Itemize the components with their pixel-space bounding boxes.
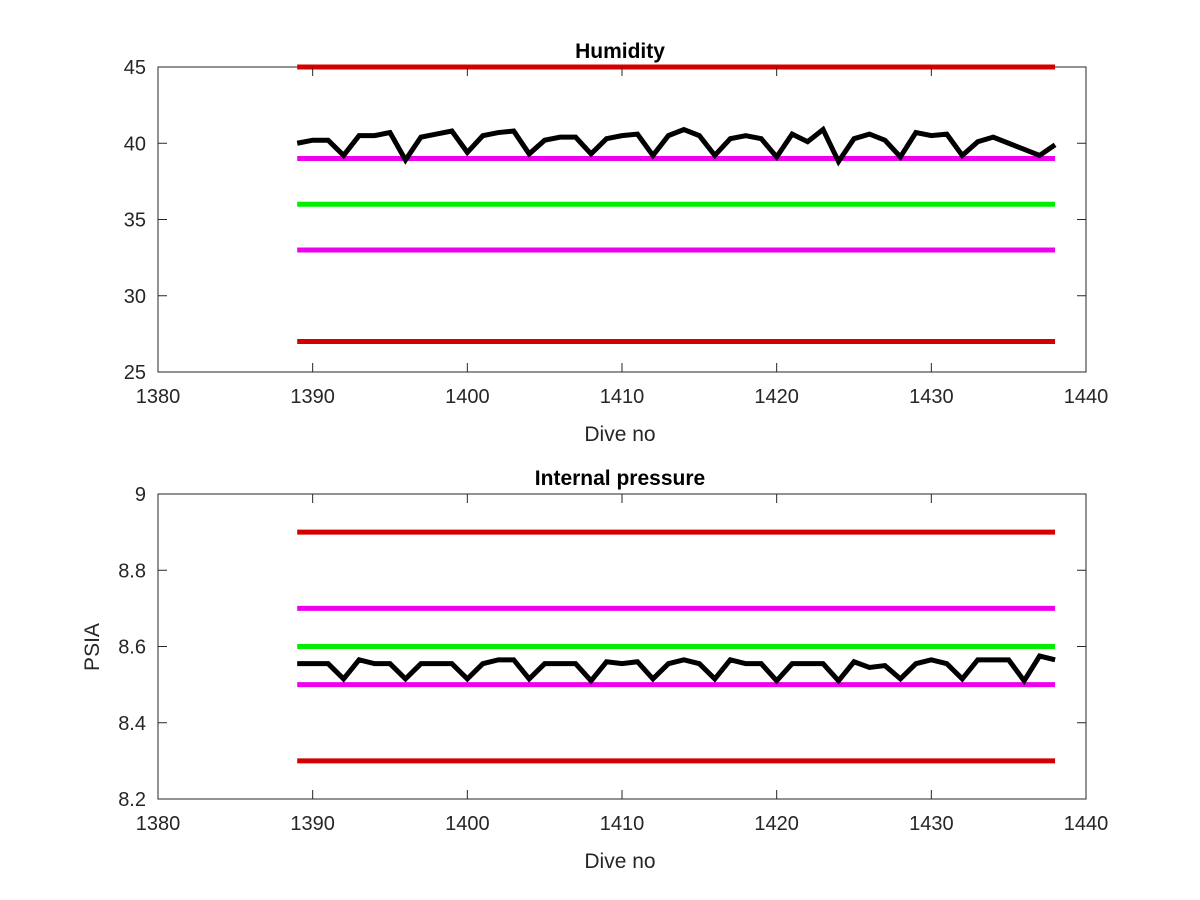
- series-line: [297, 653, 1056, 686]
- axis-ticks: 1380 1390 1400 1410 1420 1430 1440 8.2 8.4 8.6 8.8…: [118, 484, 1108, 835]
- x-tick-label: 1410: [600, 386, 645, 408]
- x-tick-label: 1380: [136, 386, 181, 408]
- y-tick-label: 8.6: [118, 637, 146, 659]
- x-tick-label: 1440: [1064, 386, 1109, 408]
- x-tick-label: 1430: [909, 813, 954, 835]
- x-tick-label: 1400: [445, 813, 490, 835]
- y-tick-label: 40: [124, 133, 146, 155]
- y-tick-label: 35: [124, 210, 146, 232]
- y-tick-label: 45: [124, 57, 146, 79]
- plot-area: [296, 64, 1057, 344]
- y-tick-label: 8.8: [118, 560, 146, 582]
- axis-ticks: 1380 1390 1400 1410 1420 1430 1440 25 30 35 40 45: [124, 57, 1109, 408]
- x-tick-label: 1430: [909, 386, 954, 408]
- series-line: [296, 125, 1057, 167]
- humidity-subplot: Humidity 1380 1390 1400 1410 1420 1430 1440 25 3…: [124, 40, 1109, 446]
- x-tick-label: 1400: [445, 386, 490, 408]
- y-axis-label: PSIA: [81, 623, 104, 671]
- x-axis-label: Dive no: [584, 850, 655, 873]
- x-axis-label: Dive no: [584, 423, 655, 446]
- internal-pressure-subplot: Internal pressure 1380 1390 1400 1410 1420 14…: [81, 467, 1108, 873]
- y-tick-label: 25: [124, 362, 146, 384]
- plot-area: [297, 529, 1056, 764]
- x-tick-label: 1420: [754, 813, 799, 835]
- x-tick-label: 1420: [754, 386, 799, 408]
- chart-title: Internal pressure: [535, 467, 705, 490]
- x-tick-label: 1440: [1064, 813, 1109, 835]
- x-tick-label: 1390: [290, 386, 335, 408]
- chart-title: Humidity: [575, 40, 665, 63]
- y-tick-label: 30: [124, 286, 146, 308]
- y-tick-label: 8.2: [118, 789, 146, 811]
- y-tick-label: 9: [135, 484, 146, 506]
- y-tick-label: 8.4: [118, 713, 146, 735]
- x-tick-label: 1390: [290, 813, 335, 835]
- x-tick-label: 1380: [136, 813, 181, 835]
- x-tick-label: 1410: [600, 813, 645, 835]
